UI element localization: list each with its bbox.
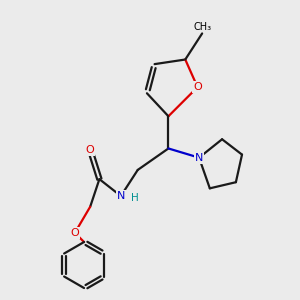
Text: O: O xyxy=(193,82,202,92)
Text: N: N xyxy=(195,153,203,163)
Text: H: H xyxy=(131,193,139,202)
Text: CH₃: CH₃ xyxy=(193,22,211,32)
Text: O: O xyxy=(86,145,94,155)
Text: O: O xyxy=(70,228,79,238)
Text: N: N xyxy=(117,191,125,201)
